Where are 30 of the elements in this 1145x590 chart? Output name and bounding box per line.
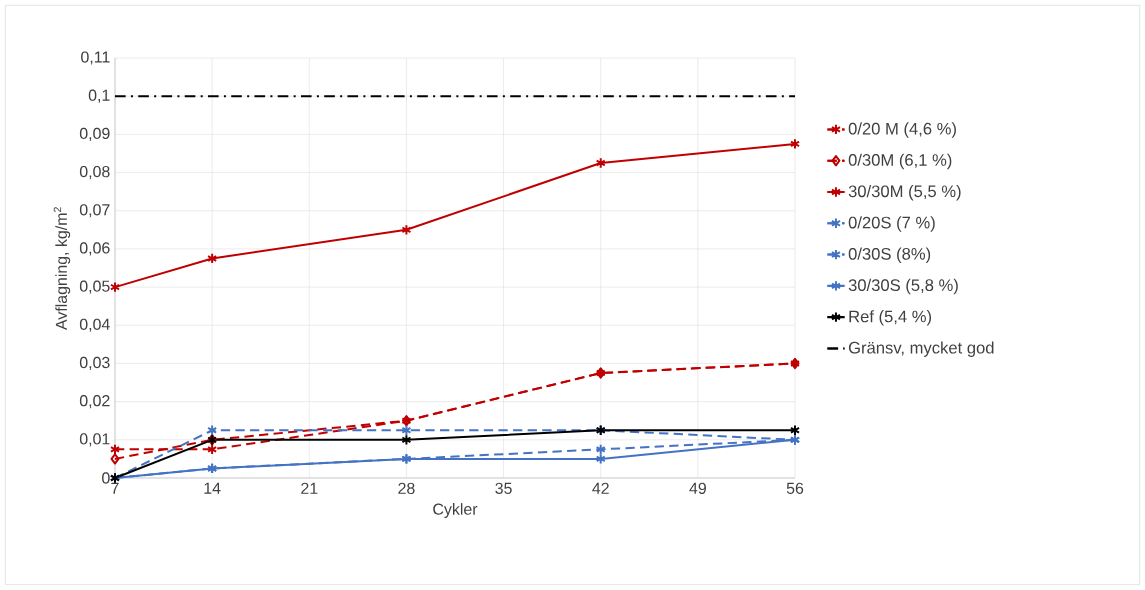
y-tick-label: 0,07 [79,204,110,218]
legend-label: Ref (5,4 %) [849,310,932,326]
legend-label: 0/30S (8%) [848,247,931,264]
y-tick-label: 0,03 [79,356,110,371]
y-tick-label: 0,02 [79,395,110,409]
legend-label: Gränsv, mycket god [848,341,994,357]
x-tick-label: 14 [204,482,221,494]
y-tick-label: 0,08 [79,165,110,180]
legend-label: 30/30M (5,5 %) [848,184,961,201]
x-tick-label: 28 [398,482,415,494]
x-tick-label: 7 [111,482,119,494]
y-tick-label: 0,06 [79,242,110,256]
x-axis-title: Cykler [433,503,478,518]
legend-label: 0/20S (7 %) [848,216,935,232]
y-axis-title: Avflagning, kg/m$^{2}$ [53,207,71,331]
legend-label: 0/20 M (4,6 %) [848,122,956,138]
legend-label: 0/30M (6,1 %) [848,153,952,170]
y-tick-label: 0,05 [79,280,110,294]
x-tick-label: 35 [495,482,512,494]
y-tick-label: 0,1 [88,89,110,103]
x-tick-label: 21 [301,482,318,494]
y-tick-label: 0,04 [79,318,110,332]
x-tick-label: 49 [689,482,706,494]
y-tick-label: 0,01 [79,433,110,447]
y-tick-label: 0,11 [81,51,110,65]
y-tick-label: 0 [102,472,110,484]
y-tick-label: 0,09 [79,127,110,141]
x-tick-label: 42 [592,482,609,494]
x-tick-label: 56 [786,482,804,494]
legend-label: 30/30S (5,8 %) [848,278,958,295]
